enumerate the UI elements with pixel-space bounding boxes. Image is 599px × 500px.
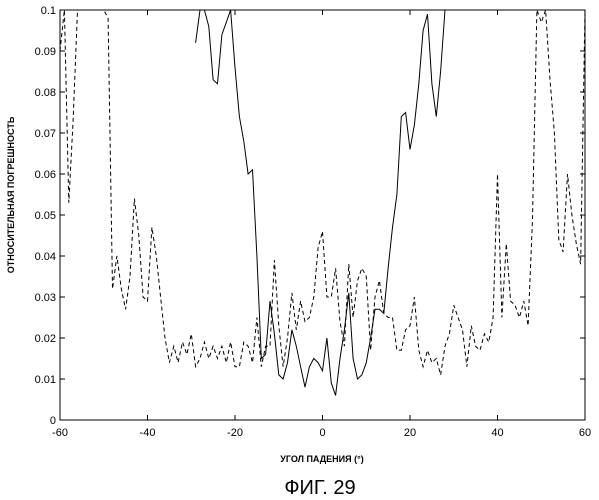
x-axis-label: УГОЛ ПАДЕНИЯ (°) xyxy=(280,454,363,464)
y-tick-label: 0.02 xyxy=(35,333,56,345)
series-layer xyxy=(60,10,585,395)
series-line-solid xyxy=(196,10,445,395)
y-tick-label: 0.03 xyxy=(35,292,56,304)
x-tick-label: 0 xyxy=(319,427,325,439)
x-tick-label: 40 xyxy=(491,427,503,439)
y-tick-label: 0.01 xyxy=(35,374,56,386)
x-tick-label: 60 xyxy=(579,427,591,439)
series-line-dashed xyxy=(60,10,585,375)
y-tick-label: 0.06 xyxy=(35,169,56,181)
y-tick-label: 0 xyxy=(50,415,56,427)
x-tick-label: 20 xyxy=(404,427,416,439)
y-tick-label: 0.07 xyxy=(35,128,56,140)
x-tick-label: -20 xyxy=(227,427,243,439)
y-tick-label: 0.08 xyxy=(35,87,56,99)
y-tick-label: 0.04 xyxy=(35,251,56,263)
y-tick-label: 0.05 xyxy=(35,210,56,222)
plot-frame xyxy=(60,10,585,420)
x-tick-label: -60 xyxy=(52,427,68,439)
figure-caption: ФИГ. 29 xyxy=(284,477,355,499)
y-axis-ticks: 0 0.01 0.02 0.03 0.04 0.05 0.06 0.07 0.08 0.09 0.1 xyxy=(35,5,585,427)
x-tick-label: -40 xyxy=(140,427,156,439)
y-axis-label: ОТНОСИТЕЛЬНАЯ ПОГРЕШНОСТЬ xyxy=(6,116,16,273)
y-tick-label: 0.09 xyxy=(35,46,56,58)
y-tick-label: 0.1 xyxy=(41,5,56,17)
